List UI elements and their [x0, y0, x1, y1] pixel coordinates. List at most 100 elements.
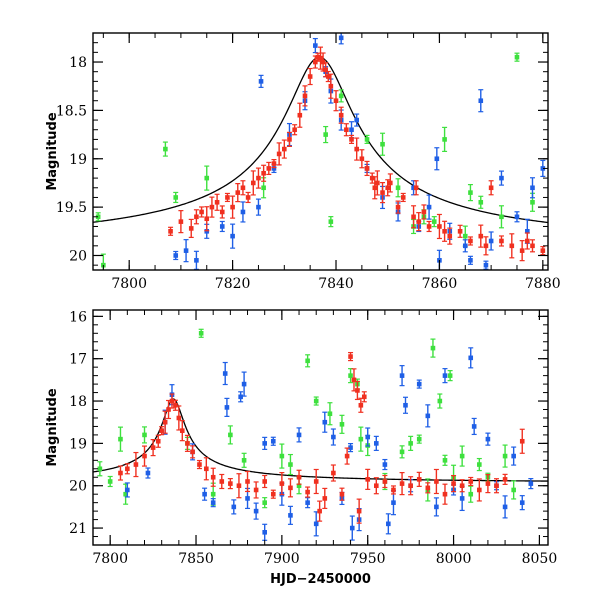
- x-tick-label: 7800: [111, 276, 147, 292]
- red-data-point: [399, 472, 405, 496]
- red-data-point: [413, 180, 419, 196]
- green-data-point: [227, 425, 233, 445]
- red-data-point: [485, 474, 491, 494]
- red-data-point: [190, 445, 196, 459]
- red-data-point: [425, 482, 431, 494]
- red-data-point: [416, 212, 422, 232]
- red-data-point: [210, 467, 216, 487]
- blue-data-point: [183, 239, 189, 263]
- red-data-point: [318, 46, 323, 70]
- top-lightcurve-panel: 7800 7820 7840 7860 7880 18 18.5 19 19.5 20 Magnit…: [45, 32, 561, 292]
- green-data-point: [442, 454, 448, 466]
- green-data-point: [399, 445, 405, 459]
- blue-data-point: [193, 250, 199, 270]
- blue-data-point: [262, 436, 268, 450]
- red-data-point: [286, 131, 292, 148]
- green-data-point: [430, 338, 436, 358]
- blue-data-point: [519, 495, 525, 511]
- red-data-point: [343, 123, 349, 137]
- green-data-point: [431, 216, 437, 228]
- green-data-point: [468, 485, 474, 503]
- red-data-point: [176, 405, 182, 431]
- red-data-point: [203, 457, 209, 481]
- blue-data-point: [382, 458, 388, 471]
- red-data-point: [364, 160, 370, 177]
- y-tick-label: 19: [69, 152, 87, 168]
- green-data-point: [437, 393, 443, 409]
- red-data-point: [224, 192, 230, 203]
- red-data-point: [359, 149, 365, 169]
- blue-data-point: [483, 260, 489, 270]
- red-data-point: [361, 391, 367, 403]
- y-tick-label: 20: [69, 248, 87, 264]
- x-tick-label: 7860: [422, 276, 458, 292]
- red-data-point: [447, 227, 453, 245]
- red-data-point: [385, 179, 391, 197]
- y-tick-label: 19: [69, 436, 87, 452]
- red-data-point: [193, 209, 199, 225]
- red-data-point: [261, 164, 267, 182]
- red-data-point: [196, 459, 202, 470]
- blue-data-point: [238, 391, 244, 403]
- red-data-point: [333, 90, 339, 112]
- red-data-point: [502, 473, 508, 485]
- green-data-point: [459, 445, 465, 467]
- blue-data-point: [354, 113, 360, 127]
- red-data-point: [467, 236, 473, 246]
- red-data-point: [509, 233, 515, 259]
- blue-data-point: [253, 502, 259, 520]
- red-data-point: [339, 487, 345, 501]
- blue-data-point: [471, 417, 477, 436]
- y-tick-label: 17: [69, 352, 87, 368]
- green-data-point: [408, 435, 414, 451]
- green-data-point: [511, 480, 517, 500]
- y-tick-label: 18: [69, 55, 87, 71]
- green-data-point: [287, 453, 293, 476]
- blue-data-point: [514, 211, 520, 223]
- red-data-point: [436, 213, 442, 240]
- red-data-point: [124, 463, 130, 475]
- y-axis-title: Magnitude: [45, 388, 60, 467]
- blue-data-point: [312, 37, 318, 54]
- green-data-point: [107, 475, 113, 488]
- red-data-point: [351, 368, 357, 392]
- blue-data-point: [305, 497, 311, 509]
- y-tick-label: 18: [69, 394, 87, 410]
- green-data-point: [358, 426, 364, 452]
- blue-data-point: [540, 159, 546, 178]
- red-data-point: [330, 464, 336, 482]
- y-axis-title: Magnitude: [45, 112, 60, 191]
- green-data-point: [447, 370, 453, 382]
- green-data-point: [204, 165, 210, 191]
- blue-data-point: [426, 194, 432, 220]
- green-data-point: [117, 426, 123, 452]
- blue-data-point: [502, 495, 508, 519]
- blue-data-point: [528, 478, 534, 490]
- red-data-point: [380, 182, 386, 204]
- blue-data-point: [230, 223, 236, 249]
- blue-data-point: [124, 482, 130, 498]
- model-fit-curve: [93, 56, 548, 224]
- red-data-point: [245, 191, 251, 204]
- blue-data-point: [287, 505, 293, 525]
- red-data-point: [292, 124, 298, 136]
- blue-data-point: [270, 436, 276, 446]
- red-data-point: [426, 220, 432, 233]
- green-data-point: [241, 452, 247, 468]
- blue-data-point: [416, 379, 422, 389]
- red-data-point: [382, 474, 388, 489]
- red-data-point: [235, 183, 241, 203]
- red-data-point: [219, 205, 225, 219]
- red-data-point: [416, 471, 422, 487]
- blue-data-point: [478, 89, 484, 113]
- red-data-point: [348, 351, 354, 362]
- axes-frame: [92, 309, 549, 546]
- blue-data-point: [488, 231, 494, 251]
- red-data-point: [338, 106, 344, 124]
- red-data-point: [279, 472, 285, 496]
- red-data-point: [478, 224, 484, 248]
- axes-frame: [92, 32, 549, 271]
- red-data-point: [142, 445, 148, 467]
- y-tick-label: 16: [69, 309, 87, 325]
- blue-data-point: [467, 255, 473, 265]
